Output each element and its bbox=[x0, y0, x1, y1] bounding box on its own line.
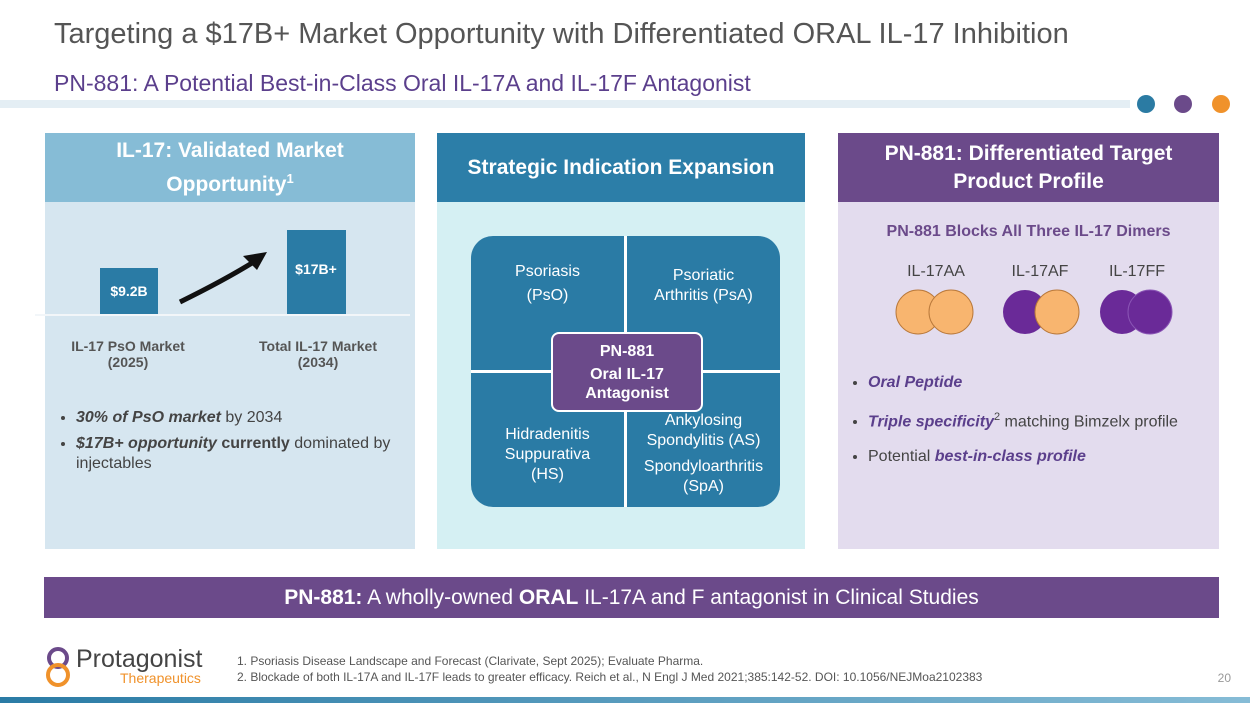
dimer-label: IL-17FF bbox=[1108, 263, 1165, 280]
bottom-strip bbox=[0, 697, 1250, 703]
bullet: $17B+ opportunity currently dominated by… bbox=[76, 434, 416, 474]
text: dominated by injectables bbox=[76, 435, 391, 472]
caption-line: Total IL-17 Market bbox=[259, 338, 377, 354]
banner-bold: ORAL bbox=[518, 585, 579, 609]
caption-line: (2034) bbox=[297, 354, 339, 370]
footnote: 1. Psoriasis Disease Landscape and Forec… bbox=[237, 654, 704, 668]
bullets: Oral Peptide Triple specificity2 matchin… bbox=[850, 372, 1218, 481]
panel-heading: IL-17: Validated Market Opportunity1 bbox=[45, 133, 415, 202]
text: by 2034 bbox=[220, 409, 283, 426]
banner-text: A wholly-owned bbox=[362, 585, 519, 609]
footnote: 2. Blockade of both IL-17A and IL-17F le… bbox=[237, 670, 983, 684]
q-line: Suppurativa bbox=[504, 446, 591, 463]
bullet: Triple specificity2 matching Bimzelx pro… bbox=[868, 407, 1218, 432]
logo-mark bbox=[46, 647, 70, 687]
footnote-ref: 1 bbox=[286, 170, 294, 186]
center-line: Antagonist bbox=[585, 384, 669, 402]
heading-text: PN-881: Differentiated Target Product Pr… bbox=[884, 141, 1173, 193]
bar-label: $9.2B bbox=[110, 283, 147, 299]
heading-text: Strategic Indication Expansion bbox=[467, 155, 775, 179]
banner-text: IL-17A and F antagonist in Clinical Stud… bbox=[578, 585, 979, 609]
bullet: Potential best-in-class profile bbox=[868, 446, 1218, 467]
q-line: Psoriasis bbox=[515, 263, 580, 280]
subtitle: PN-881: A Potential Best-in-Class Oral I… bbox=[54, 70, 751, 96]
caption-line: IL-17 PsO Market bbox=[71, 338, 185, 354]
text: Potential bbox=[868, 448, 935, 466]
emphasis: $17B+ opportunity bbox=[76, 435, 217, 452]
emphasis: Triple specificity bbox=[868, 413, 994, 431]
bullet: 30% of PsO market by 2034 bbox=[76, 408, 416, 428]
dimer-label: IL-17AF bbox=[1011, 263, 1069, 280]
panel-body bbox=[838, 202, 1219, 549]
indication-grid: Psoriasis (PsO) Psoriatic Arthritis (PsA) … bbox=[471, 236, 780, 507]
bar bbox=[287, 230, 346, 314]
logo-sub: Therapeutics bbox=[120, 670, 201, 686]
page-number: 20 bbox=[1217, 671, 1231, 685]
dots bbox=[1137, 95, 1230, 113]
q-line: (SpA) bbox=[683, 478, 724, 495]
footnote-ref: 2 bbox=[993, 411, 1001, 423]
center-line: PN-881 bbox=[599, 342, 655, 360]
bar bbox=[100, 268, 158, 314]
center-line: Oral IL-17 bbox=[590, 365, 664, 383]
text: currently bbox=[216, 435, 290, 452]
q-line: Psoriatic bbox=[672, 267, 735, 284]
emphasis: 30% of PsO market bbox=[76, 409, 221, 426]
panel-heading: Strategic Indication Expansion bbox=[437, 133, 805, 202]
bullet: Oral Peptide bbox=[868, 372, 1218, 393]
dimer-icons bbox=[895, 289, 1173, 335]
band bbox=[0, 100, 1130, 108]
emphasis: Oral Peptide bbox=[868, 374, 963, 391]
panel-heading: PN-881: Differentiated Target Product Pr… bbox=[838, 133, 1219, 202]
text: matching Bimzelx profile bbox=[1000, 413, 1178, 431]
bullets: 30% of PsO market by 2034 $17B+ opportun… bbox=[58, 408, 416, 480]
q-line: Arthritis (PsA) bbox=[654, 287, 753, 304]
q-line: (HS) bbox=[531, 466, 564, 483]
dimer-label: IL-17AA bbox=[907, 263, 965, 280]
title: Targeting a $17B+ Market Opportunity wit… bbox=[54, 18, 1069, 50]
q-line: Ankylosing bbox=[664, 412, 743, 429]
center-box: PN-881 Oral IL-17 Antagonist bbox=[551, 332, 703, 412]
banner-bold: PN-881: bbox=[284, 585, 363, 609]
heading-text: IL-17: Validated Market Opportunity bbox=[116, 138, 344, 196]
subheading: PN-881 Blocks All Three IL-17 Dimers bbox=[886, 223, 1171, 240]
q-line: Spondyloarthritis bbox=[643, 458, 764, 475]
panel-body bbox=[45, 202, 415, 549]
q-line: (PsO) bbox=[526, 287, 569, 304]
footnotes: 1. Psoriasis Disease Landscape and Forec… bbox=[237, 653, 982, 685]
bar-label: $17B+ bbox=[295, 261, 337, 277]
caption-line: (2025) bbox=[107, 354, 149, 370]
bar-caption: IL-17 PsO Market (2025) bbox=[48, 338, 208, 370]
bar-caption: Total IL-17 Market (2034) bbox=[238, 338, 398, 370]
market-graphic: $9.2B $17B+ bbox=[35, 230, 410, 316]
q-line: Hidradenitis bbox=[505, 426, 590, 443]
quadrant: Hidradenitis Suppurativa (HS) bbox=[471, 373, 624, 507]
banner: PN-881: A wholly-owned ORAL IL-17A and F… bbox=[44, 577, 1219, 618]
q-line: Spondylitis (AS) bbox=[646, 432, 761, 449]
logo-name: Protagonist bbox=[76, 645, 203, 673]
emphasis: best-in-class profile bbox=[934, 448, 1086, 466]
